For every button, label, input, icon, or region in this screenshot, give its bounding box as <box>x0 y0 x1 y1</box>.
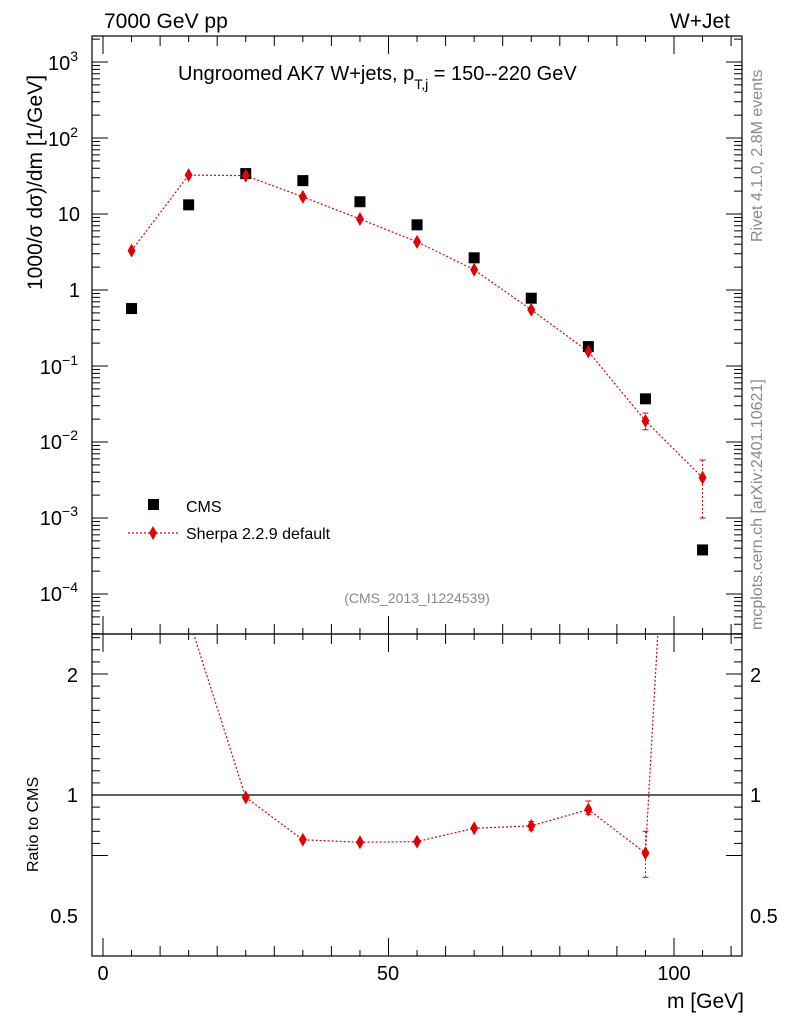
ratio-point <box>527 818 536 833</box>
ytick-1em1: 10−1 <box>40 352 78 379</box>
legend-cms-label: CMS <box>186 499 222 516</box>
ytick-1e0: 1 <box>69 280 80 302</box>
cms-point <box>297 175 309 187</box>
main-panel-frame <box>91 35 743 635</box>
cms-point <box>411 219 423 231</box>
ratio-ytick-05-left: 0.5 <box>50 906 78 928</box>
ytick-1em3: 10−3 <box>40 503 78 530</box>
sherpa-point <box>298 189 307 204</box>
ytick-1e1: 10 <box>58 204 80 226</box>
header-left: 7000 GeV pp <box>104 10 228 33</box>
sherpa-point <box>527 302 536 317</box>
sherpa-point <box>698 470 707 485</box>
ratio-axis-ticks <box>92 634 742 956</box>
ratio-point <box>641 846 650 861</box>
ytick-1em2: 10−2 <box>40 427 78 454</box>
ratio-point <box>298 832 307 847</box>
main-axis-ticks <box>92 36 742 635</box>
xtick-0: 0 <box>97 963 108 985</box>
cms-point <box>126 303 138 315</box>
legend: CMS Sherpa 2.2.9 default <box>128 499 331 543</box>
x-axis-label: m [GeV] <box>667 990 744 1013</box>
xtick-100: 100 <box>657 963 690 985</box>
sherpa-point <box>241 168 250 183</box>
ratio-ytick-1-left: 1 <box>67 785 78 807</box>
ratio-point <box>241 790 250 805</box>
mcplots-label: mcplots.cern.ch [arXiv:2401.10621] <box>749 379 766 630</box>
cms-point <box>183 199 195 211</box>
sherpa-point <box>413 234 422 249</box>
legend-sherpa-label: Sherpa 2.2.9 default <box>186 526 331 543</box>
cms-point <box>468 252 480 264</box>
xtick-50: 50 <box>377 963 399 985</box>
ratio-y-axis-label: Ratio to CMS <box>25 777 42 872</box>
sherpa-point <box>355 211 364 226</box>
legend-sherpa-marker <box>149 526 157 540</box>
legend-cms-marker <box>148 499 159 510</box>
main-title: Ungroomed AK7 W+jets, pT,j = 150--220 Ge… <box>178 63 577 92</box>
ytick-1e3: 103 <box>48 48 78 75</box>
ytick-1e2: 102 <box>48 124 78 151</box>
sherpa-point <box>470 262 479 277</box>
sherpa-line <box>131 174 703 479</box>
cms-point <box>354 196 366 208</box>
sherpa-point <box>184 168 193 183</box>
ratio-point <box>355 835 364 850</box>
ratio-point <box>584 802 593 817</box>
ytick-1em4: 10−4 <box>40 579 78 606</box>
ratio-data-layer <box>193 634 659 878</box>
main-data-layer <box>126 168 709 556</box>
main-y-tick-labels: 103 102 10 1 10−1 10−2 10−3 10−4 <box>40 48 80 606</box>
ratio-ytick-2-right: 2 <box>750 665 761 687</box>
ratio-line <box>193 634 659 855</box>
main-y-axis-label: 1000/σ dσ)/dm [1/GeV] <box>24 75 47 290</box>
sherpa-point <box>127 243 136 258</box>
sherpa-point <box>641 413 650 428</box>
header-right: W+Jet <box>670 10 730 33</box>
ratio-point <box>470 821 479 836</box>
cms-point <box>525 292 537 304</box>
cms-point <box>639 393 651 405</box>
ratio-ytick-2-left: 2 <box>67 665 78 687</box>
analysis-annotation: (CMS_2013_I1224539) <box>344 590 490 606</box>
ratio-ytick-1-right: 1 <box>750 785 761 807</box>
sherpa-point <box>584 344 593 359</box>
ratio-point <box>413 834 422 849</box>
ratio-ytick-05-right: 0.5 <box>750 906 778 928</box>
cms-point <box>697 544 709 556</box>
rivet-label: Rivet 4.1.0, 2.8M events <box>749 69 766 242</box>
